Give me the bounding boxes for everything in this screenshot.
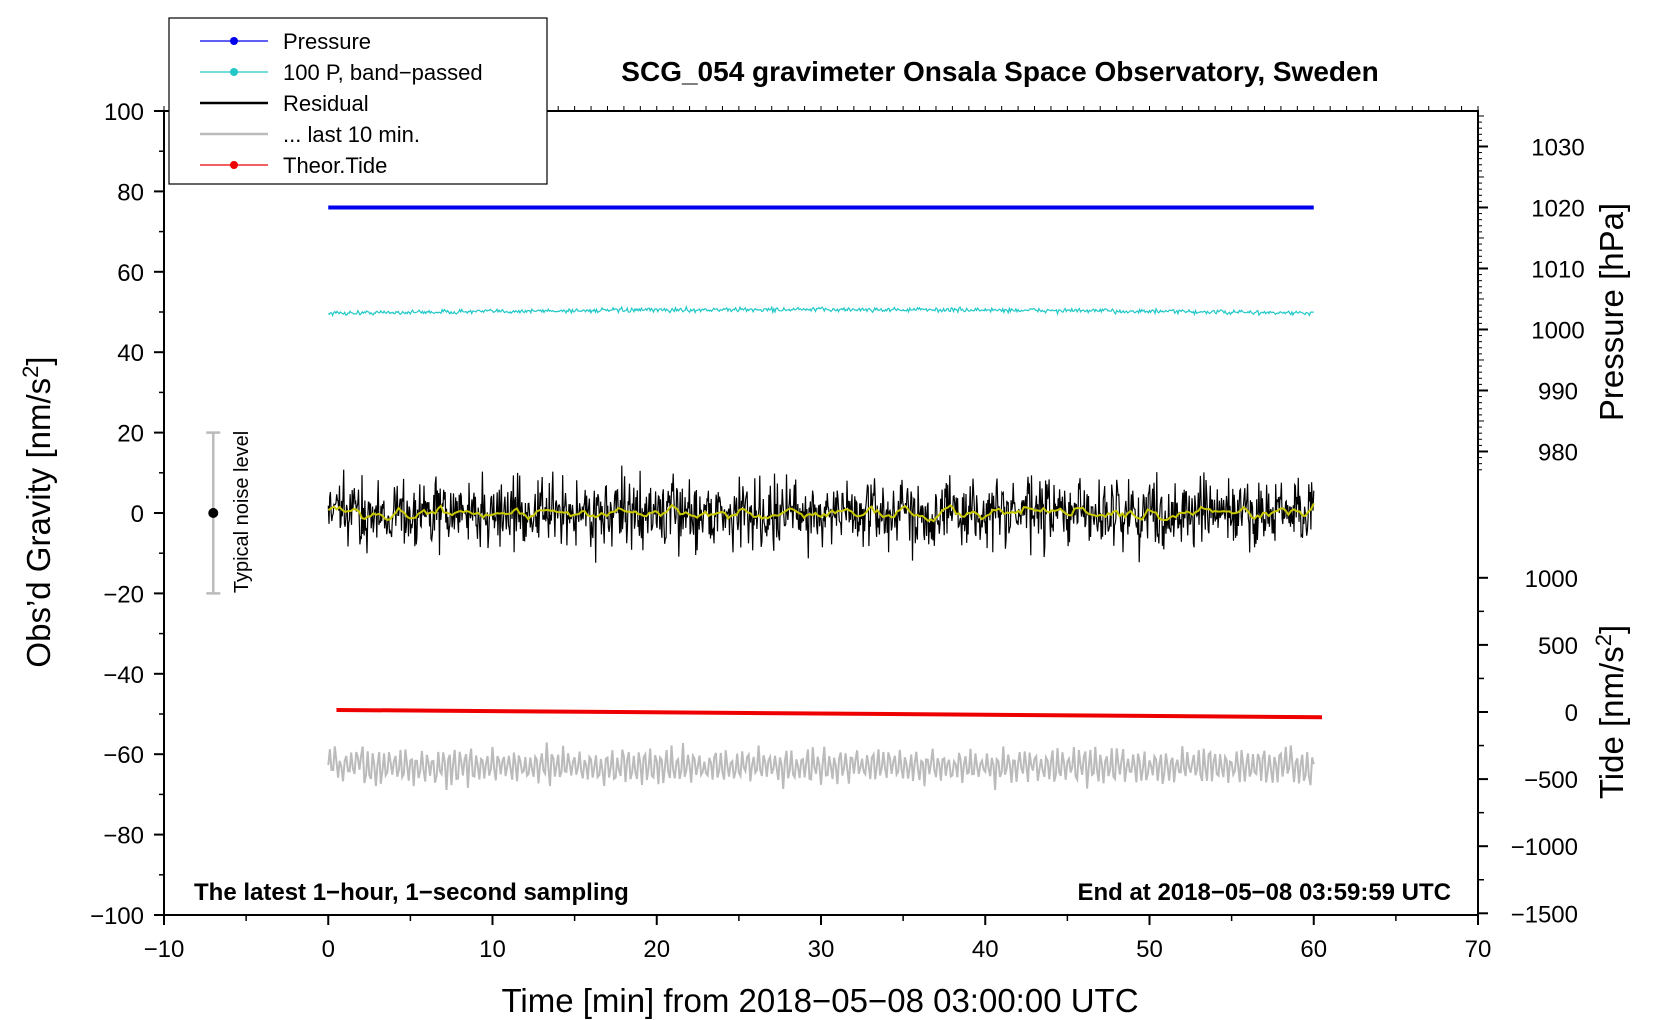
- x-tick-label: −10: [144, 936, 185, 963]
- y-axis-label-pressure: Pressure [hPa]: [1593, 203, 1630, 421]
- x-tick-label: 0: [322, 936, 335, 963]
- x-tick-label: 30: [808, 936, 835, 963]
- y-axis-label-left-main: Obs’d Gravity [nm/s: [20, 378, 57, 668]
- y-tick-label: −20: [103, 581, 144, 608]
- y-tick-label: 20: [117, 421, 144, 448]
- y-tick-label: −100: [90, 903, 144, 930]
- legend-box: [168, 17, 548, 185]
- y-tick-label: −40: [103, 662, 144, 689]
- noise-label: Typical noise level: [231, 431, 253, 593]
- axis-ticks: −10 0 10 20 30 40 50 60 70−100−80−60−40−20020406…: [90, 99, 1585, 963]
- legend-label: Theor.Tide: [283, 153, 387, 178]
- band-passed-series: [327, 305, 1315, 317]
- y-axis-label-left: Obs’d Gravity [nm/s2]: [18, 356, 57, 667]
- noise-indicator: [206, 431, 221, 595]
- y-tick-label: 60: [117, 260, 144, 287]
- x-tick-label: 60: [1300, 936, 1327, 963]
- x-tick-label: 20: [643, 936, 670, 963]
- legend-label: Residual: [283, 91, 369, 116]
- y-axis-label-tide-end: ]: [1593, 625, 1630, 634]
- y-tick-label: 100: [104, 99, 144, 126]
- y-axis-label-tide-main: Tide [nm/s: [1593, 646, 1630, 799]
- tide-tick-label: −500: [1524, 767, 1578, 794]
- legend: Pressure 100 P, band−passed Residual ... la…: [168, 17, 548, 185]
- y-tick-label: −80: [103, 823, 144, 850]
- legend-marker: [230, 161, 238, 169]
- plot-frame: [163, 110, 1479, 916]
- y-tick-label: 80: [117, 179, 144, 206]
- tide-tick-label: −1000: [1511, 834, 1578, 861]
- tide-tick-label: −1500: [1511, 901, 1578, 928]
- y-tick-label: 40: [117, 340, 144, 367]
- residual-smoothed-series: [327, 502, 1315, 523]
- chart-title: SCG_054 gravimeter Onsala Space Observat…: [621, 56, 1378, 87]
- theor-tide-series: [336, 707, 1322, 720]
- legend-marker: [230, 68, 238, 76]
- annotation-left: The latest 1−hour, 1−second sampling: [194, 879, 629, 906]
- annotation-right: End at 2018−05−08 03:59:59 UTC: [1077, 879, 1451, 906]
- tide-tick-label: 0: [1565, 700, 1578, 727]
- legend-label: 100 P, band−passed: [283, 60, 483, 85]
- y-axis-label-left-end: ]: [20, 356, 57, 365]
- x-tick-label: 10: [479, 936, 506, 963]
- tide-tick-label: 500: [1538, 633, 1578, 660]
- pressure-tick-label: 980: [1538, 439, 1578, 466]
- y-tick-label: −60: [103, 742, 144, 769]
- x-tick-label: 70: [1465, 936, 1492, 963]
- legend-marker: [230, 37, 238, 45]
- legend-label: Pressure: [283, 29, 371, 54]
- y-axis-label-tide: Tide [nm/s2]: [1591, 625, 1630, 799]
- x-tick-label: 50: [1136, 936, 1163, 963]
- y-axis-label-left-sup: 2: [18, 366, 43, 378]
- pressure-tick-label: 990: [1538, 378, 1578, 405]
- legend-label: ... last 10 min.: [283, 122, 420, 147]
- tide-tick-label: 1000: [1525, 566, 1578, 593]
- series-layer: [327, 205, 1322, 790]
- y-axis-label-tide-sup: 2: [1591, 634, 1616, 646]
- pressure-tick-label: 1010: [1531, 256, 1584, 283]
- x-axis-label: Time [min] from 2018−05−08 03:00:00 UTC: [501, 982, 1138, 1019]
- pressure-tick-label: 1000: [1531, 317, 1584, 344]
- pressure-tick-label: 1020: [1531, 195, 1584, 222]
- x-tick-label: 40: [972, 936, 999, 963]
- y-tick-label: 0: [131, 501, 144, 528]
- noise-center-dot: [208, 508, 219, 518]
- pressure-tick-label: 1030: [1531, 134, 1584, 161]
- last-10-min-series: [327, 742, 1315, 790]
